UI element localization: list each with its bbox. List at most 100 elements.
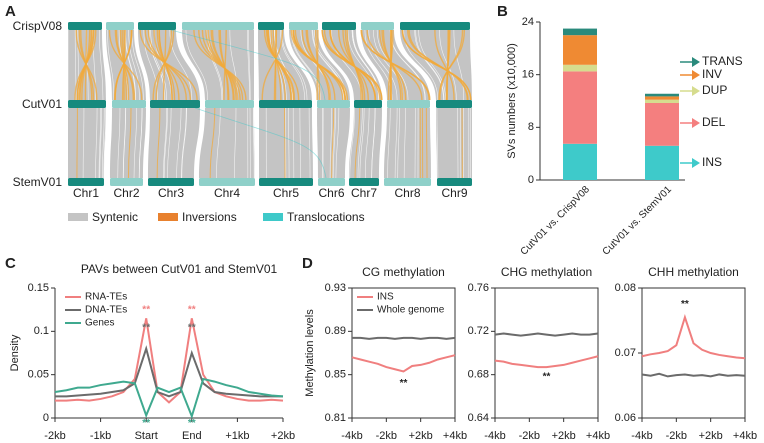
x-tick-label: +2kb bbox=[552, 430, 576, 442]
inversion-link bbox=[344, 29, 364, 101]
inversion-link bbox=[211, 29, 234, 101]
line-series bbox=[54, 377, 284, 420]
ribbon-texture bbox=[82, 107, 85, 179]
x-tick-label: -4kb bbox=[341, 430, 362, 442]
legend-arrow-head bbox=[692, 158, 700, 168]
ribbon-texture bbox=[103, 107, 107, 179]
ribbon-texture bbox=[253, 107, 255, 179]
ribbon-texture bbox=[397, 107, 400, 179]
significance-mark: ** bbox=[142, 418, 150, 429]
y-tick-label: 0.72 bbox=[468, 325, 489, 337]
chromosome-bar bbox=[259, 178, 313, 186]
legend-label: Whole genome bbox=[377, 305, 445, 316]
y-axis-label: Density bbox=[9, 334, 21, 371]
line-series bbox=[494, 332, 599, 337]
ribbon-texture bbox=[163, 107, 168, 179]
y-axis-label: Methylation levels bbox=[304, 309, 316, 397]
chromosome-bar bbox=[138, 22, 176, 30]
legend-label: DEL bbox=[702, 115, 726, 129]
x-tick-label: CutV01 vs. StemV01 bbox=[601, 184, 675, 258]
inversion-link bbox=[292, 29, 347, 101]
chromosome-bar bbox=[148, 178, 194, 186]
bar-segment bbox=[563, 28, 597, 36]
ribbon-texture bbox=[357, 107, 363, 179]
ribbon-texture bbox=[371, 107, 376, 179]
ribbon-texture bbox=[288, 107, 290, 179]
chromosome-bar bbox=[112, 100, 146, 108]
y-tick-label: 0.85 bbox=[325, 369, 346, 381]
inversion-link bbox=[273, 29, 278, 101]
ribbon-texture bbox=[123, 107, 127, 179]
ribbon-texture bbox=[138, 107, 143, 179]
panel-label: B bbox=[497, 3, 508, 20]
y-tick-label: 0.06 bbox=[615, 412, 636, 424]
ribbon-texture bbox=[185, 29, 208, 101]
chromosome-bar bbox=[199, 178, 255, 186]
legend-arrow-head bbox=[692, 118, 700, 128]
ribbon-texture bbox=[299, 107, 301, 179]
ribbon-texture bbox=[163, 107, 168, 179]
syntenic-ribbon bbox=[110, 108, 146, 178]
ribbon-texture bbox=[414, 29, 444, 101]
ribbon-texture bbox=[415, 29, 445, 101]
chromosome-bar bbox=[259, 100, 312, 108]
significance-mark: ** bbox=[188, 418, 196, 429]
inversion-link bbox=[382, 29, 402, 101]
inversion-link bbox=[446, 29, 449, 101]
chromosome-bar bbox=[258, 22, 284, 30]
chromosome-bar bbox=[317, 100, 350, 108]
ribbon-texture bbox=[117, 107, 121, 179]
y-tick-label: 0.93 bbox=[325, 282, 346, 294]
ribbon-texture bbox=[436, 107, 439, 179]
legend-swatch bbox=[68, 213, 88, 221]
ribbon-texture bbox=[364, 107, 370, 179]
genome-label: CrispV08 bbox=[13, 19, 63, 33]
inversion-link bbox=[270, 29, 286, 101]
inversion-link bbox=[153, 29, 180, 101]
chromosome-label: Chr2 bbox=[113, 186, 139, 200]
ribbon-texture bbox=[418, 29, 446, 101]
x-tick-label: -2kb bbox=[376, 430, 397, 442]
ribbon-texture bbox=[131, 29, 144, 101]
ribbon-texture bbox=[95, 107, 98, 179]
chromosome-bar bbox=[68, 100, 106, 108]
significance-mark: ** bbox=[400, 378, 408, 389]
line-series bbox=[494, 355, 599, 369]
y-tick-label: 0.15 bbox=[28, 282, 49, 294]
chromosome-bar bbox=[436, 100, 472, 108]
inversion-link bbox=[439, 29, 464, 101]
ribbon-texture bbox=[247, 29, 250, 101]
chromosome-label: Chr1 bbox=[73, 186, 99, 200]
chromosome-label: Chr4 bbox=[214, 186, 240, 200]
chromosome-bar bbox=[110, 178, 143, 186]
x-tick-label: -2kb bbox=[519, 430, 540, 442]
translocation-link bbox=[170, 29, 326, 101]
chromosome-bar bbox=[361, 22, 394, 30]
line-series bbox=[641, 313, 746, 360]
y-tick-label: 0.81 bbox=[325, 412, 346, 424]
syntenic-ribbon bbox=[349, 108, 382, 178]
chromosome-bar bbox=[318, 178, 345, 186]
y-axis-label: SVs numbers (x10,000) bbox=[506, 43, 518, 159]
inversion-link bbox=[127, 107, 132, 179]
syntenic-ribbon bbox=[68, 108, 106, 178]
inversion-link bbox=[223, 29, 227, 101]
inversion-link bbox=[267, 29, 292, 101]
chromosome-label: Chr8 bbox=[394, 186, 420, 200]
ribbon-texture bbox=[394, 107, 398, 179]
chromosome-bar bbox=[400, 22, 470, 30]
legend-label: INS bbox=[377, 292, 394, 303]
chromosome-label: Chr9 bbox=[441, 186, 467, 200]
legend-label: Genes bbox=[85, 318, 114, 329]
syntenic-ribbon bbox=[199, 108, 255, 178]
inversion-link bbox=[329, 29, 377, 101]
ribbon-texture bbox=[248, 29, 251, 101]
chromosome-bar bbox=[349, 178, 379, 186]
x-tick-label: End bbox=[182, 430, 202, 442]
x-tick-label: +2kb bbox=[409, 430, 433, 442]
legend-arrow-head bbox=[692, 86, 700, 96]
chromosome-bar bbox=[354, 100, 382, 108]
y-tick-label: 0.05 bbox=[28, 369, 49, 381]
ribbon-texture bbox=[403, 107, 406, 179]
